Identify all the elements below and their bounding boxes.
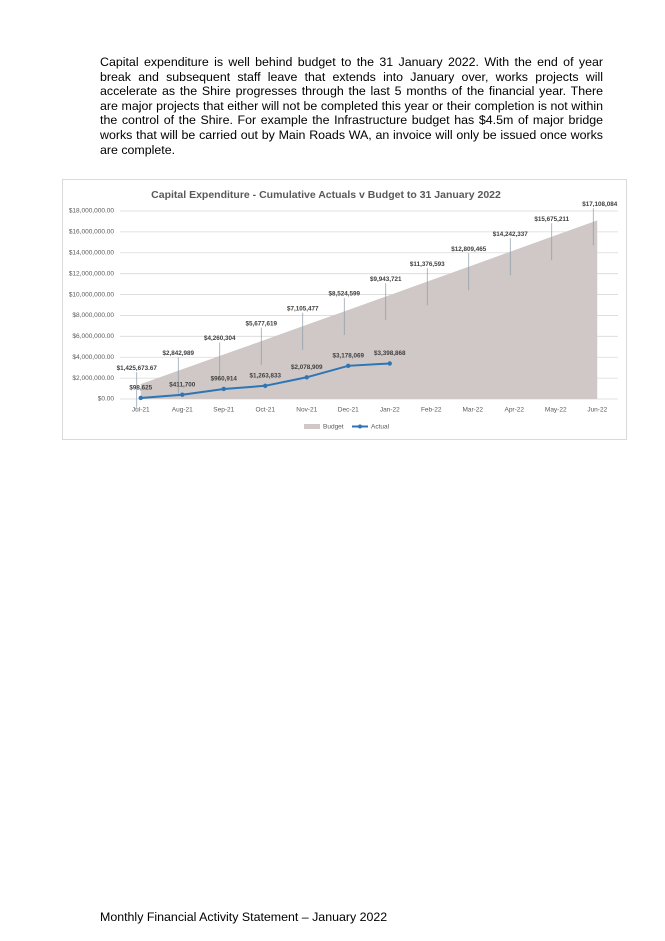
- data-label: $12,809,465: [451, 246, 487, 253]
- data-label: $1,263,833: [249, 372, 281, 379]
- actual-marker: [180, 392, 185, 397]
- y-tick-label: $14,000,000.00: [69, 249, 115, 256]
- chart: Capital Expenditure - Cumulative Actuals…: [62, 179, 627, 440]
- legend-swatch: [358, 424, 362, 429]
- x-tick-label: Jun-22: [587, 407, 607, 414]
- y-tick-label: $2,000,000.00: [72, 375, 114, 382]
- y-tick-label: $8,000,000.00: [72, 312, 114, 319]
- chart-title: Capital Expenditure - Cumulative Actuals…: [151, 189, 501, 201]
- data-label: $7,105,477: [287, 305, 319, 312]
- data-label: $411,700: [169, 381, 195, 388]
- data-label: $2,842,989: [162, 350, 194, 357]
- y-tick-label: $16,000,000.00: [69, 229, 115, 236]
- x-tick-label: Dec-21: [338, 407, 359, 414]
- x-tick-label: Jul-21: [132, 407, 150, 414]
- actual-marker: [263, 383, 268, 388]
- y-tick-label: $0.00: [98, 396, 115, 403]
- actual-marker: [138, 395, 143, 401]
- y-tick-label: $18,000,000.00: [69, 208, 115, 215]
- y-tick-label: $4,000,000.00: [72, 354, 114, 361]
- data-label: $2,078,909: [291, 364, 323, 371]
- data-label: $3,398,868: [374, 350, 406, 357]
- actual-marker: [346, 363, 351, 369]
- data-label: $1,425,673.67: [117, 365, 158, 372]
- data-label: $15,675,211: [534, 216, 569, 223]
- legend-label: Budget: [323, 424, 344, 431]
- data-label: $4,260,304: [204, 335, 236, 342]
- budget-area: [140, 220, 598, 399]
- x-tick-label: Feb-22: [421, 407, 442, 414]
- x-tick-label: Aug-21: [172, 407, 193, 414]
- data-label: $960,914: [211, 376, 238, 383]
- y-tick-label: $12,000,000.00: [69, 270, 115, 277]
- actual-marker: [387, 361, 392, 366]
- data-label: $9,943,721: [370, 276, 402, 283]
- x-tick-label: Oct-21: [255, 407, 275, 414]
- y-tick-label: $6,000,000.00: [72, 333, 114, 340]
- data-label: $8,524,599: [328, 291, 360, 298]
- x-tick-label: Apr-22: [504, 407, 524, 414]
- x-tick-label: Mar-22: [462, 407, 483, 414]
- actual-marker: [221, 386, 226, 392]
- data-label: $11,376,593: [410, 261, 445, 268]
- x-tick-label: Sep-21: [213, 407, 234, 414]
- x-tick-label: Jan-22: [380, 407, 400, 414]
- y-tick-label: $10,000,000.00: [69, 291, 115, 298]
- x-tick-label: Nov-21: [296, 407, 317, 414]
- legend-label: Actual: [371, 424, 390, 431]
- data-label: $5,677,619: [245, 320, 277, 327]
- data-label: $14,242,337: [493, 231, 529, 238]
- data-label: $17,108,084: [582, 201, 618, 208]
- legend-swatch: [304, 424, 320, 429]
- actual-marker: [304, 375, 309, 380]
- paragraph: Capital expenditure is well behind budge…: [100, 55, 603, 157]
- x-tick-label: May-22: [545, 407, 567, 414]
- footer: Monthly Financial Activity Statement – J…: [100, 910, 388, 924]
- data-label: $98,625: [129, 385, 152, 392]
- data-label: $3,178,069: [332, 352, 364, 359]
